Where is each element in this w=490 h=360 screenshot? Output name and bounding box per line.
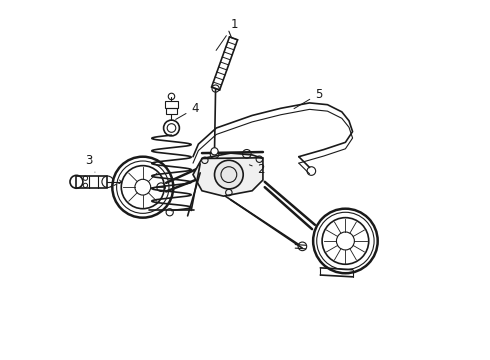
Text: 5: 5: [294, 87, 322, 109]
Polygon shape: [193, 153, 263, 196]
Circle shape: [215, 160, 243, 189]
Text: 1: 1: [216, 18, 238, 50]
Text: 3: 3: [85, 154, 95, 172]
Text: 4: 4: [176, 102, 199, 120]
Circle shape: [211, 148, 218, 155]
Text: 2: 2: [249, 163, 265, 176]
